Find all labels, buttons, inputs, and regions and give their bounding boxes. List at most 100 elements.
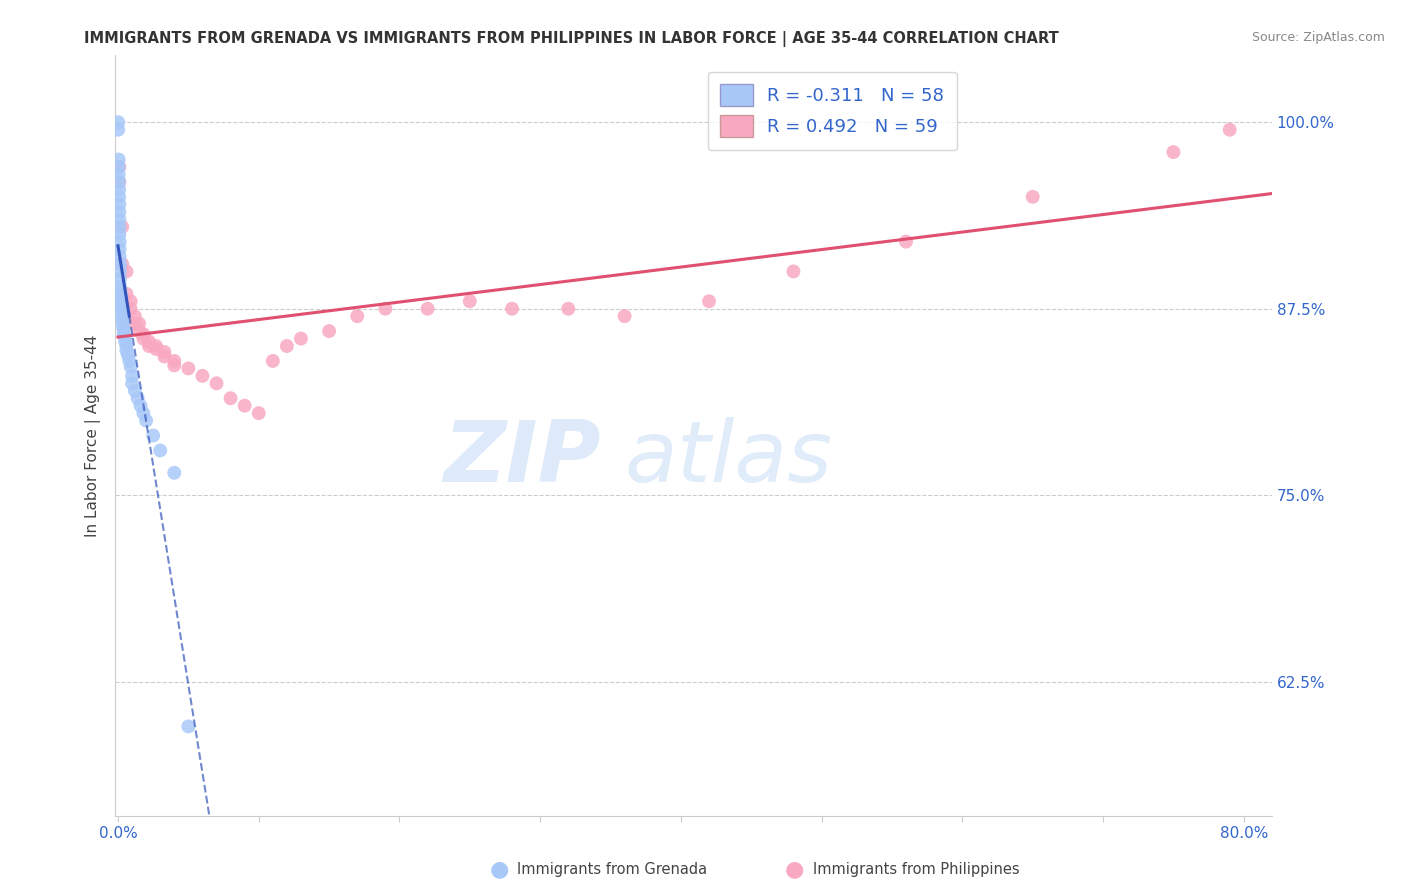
- Point: [153, 350, 176, 364]
- Point: [145, 342, 167, 356]
- Point: [115, 286, 138, 301]
- Point: [108, 279, 131, 293]
- Point: [374, 301, 396, 316]
- Point: [276, 339, 298, 353]
- Point: [108, 235, 131, 249]
- Text: Immigrants from Philippines: Immigrants from Philippines: [813, 863, 1019, 877]
- Point: [120, 294, 142, 309]
- Point: [557, 301, 579, 316]
- Point: [233, 399, 256, 413]
- Point: [108, 190, 131, 204]
- Point: [112, 323, 135, 337]
- Point: [114, 334, 136, 349]
- Text: ●: ●: [489, 860, 509, 880]
- Point: [111, 319, 134, 334]
- Point: [290, 332, 312, 346]
- Point: [118, 354, 141, 368]
- Point: [120, 301, 142, 316]
- Point: [135, 414, 157, 428]
- Point: [110, 290, 132, 304]
- Point: [247, 406, 270, 420]
- Point: [115, 339, 138, 353]
- Point: [124, 309, 146, 323]
- Point: [1021, 190, 1043, 204]
- Point: [127, 391, 149, 405]
- Point: [107, 122, 129, 136]
- Point: [163, 359, 186, 373]
- Point: [145, 339, 167, 353]
- Point: [120, 359, 142, 374]
- Point: [132, 406, 155, 420]
- Point: [111, 257, 134, 271]
- Point: [108, 204, 131, 219]
- Point: [111, 219, 134, 234]
- Text: IMMIGRANTS FROM GRENADA VS IMMIGRANTS FROM PHILIPPINES IN LABOR FORCE | AGE 35-4: IMMIGRANTS FROM GRENADA VS IMMIGRANTS FR…: [84, 31, 1059, 47]
- Point: [894, 235, 917, 249]
- Point: [108, 272, 131, 286]
- Point: [138, 339, 160, 353]
- Point: [458, 294, 481, 309]
- Point: [416, 301, 439, 316]
- Text: ZIP: ZIP: [443, 417, 600, 500]
- Point: [1219, 122, 1241, 136]
- Point: [110, 285, 132, 300]
- Point: [163, 354, 186, 368]
- Point: [501, 301, 523, 316]
- Point: [110, 294, 132, 309]
- Point: [108, 182, 131, 196]
- Point: [128, 324, 150, 338]
- Point: [124, 384, 146, 398]
- Point: [205, 376, 228, 391]
- Point: [108, 175, 131, 189]
- Point: [346, 309, 368, 323]
- Point: [121, 368, 143, 383]
- Point: [124, 317, 146, 331]
- Point: [107, 160, 129, 174]
- Point: [191, 368, 214, 383]
- Point: [108, 227, 131, 241]
- Point: [111, 312, 134, 326]
- Point: [177, 719, 200, 733]
- Point: [115, 264, 138, 278]
- Point: [108, 219, 131, 234]
- Point: [111, 315, 134, 329]
- Point: [108, 242, 131, 256]
- Point: [697, 294, 720, 309]
- Point: [149, 443, 172, 458]
- Point: [108, 212, 131, 227]
- Point: [129, 399, 152, 413]
- Point: [115, 343, 138, 358]
- Point: [117, 348, 139, 362]
- Point: [111, 308, 134, 322]
- Point: [219, 391, 242, 405]
- Y-axis label: In Labor Force | Age 35-44: In Labor Force | Age 35-44: [86, 334, 101, 537]
- Point: [108, 264, 131, 278]
- Point: [110, 303, 132, 318]
- Text: ●: ●: [785, 860, 804, 880]
- Point: [153, 345, 176, 359]
- Point: [108, 160, 131, 174]
- Point: [163, 466, 186, 480]
- Legend: R = -0.311   N = 58, R = 0.492   N = 59: R = -0.311 N = 58, R = 0.492 N = 59: [707, 71, 957, 150]
- Point: [177, 361, 200, 376]
- Point: [613, 309, 636, 323]
- Point: [138, 334, 160, 349]
- Point: [132, 327, 155, 342]
- Point: [1163, 145, 1185, 160]
- Point: [782, 264, 804, 278]
- Point: [108, 197, 131, 211]
- Point: [114, 330, 136, 344]
- Point: [108, 250, 131, 264]
- Text: Source: ZipAtlas.com: Source: ZipAtlas.com: [1251, 31, 1385, 45]
- Point: [128, 317, 150, 331]
- Point: [107, 153, 129, 167]
- Point: [262, 354, 284, 368]
- Point: [112, 327, 135, 342]
- Point: [318, 324, 340, 338]
- Point: [132, 332, 155, 346]
- Text: atlas: atlas: [624, 417, 832, 500]
- Point: [107, 115, 129, 129]
- Text: Immigrants from Grenada: Immigrants from Grenada: [517, 863, 707, 877]
- Point: [142, 428, 165, 442]
- Point: [108, 257, 131, 271]
